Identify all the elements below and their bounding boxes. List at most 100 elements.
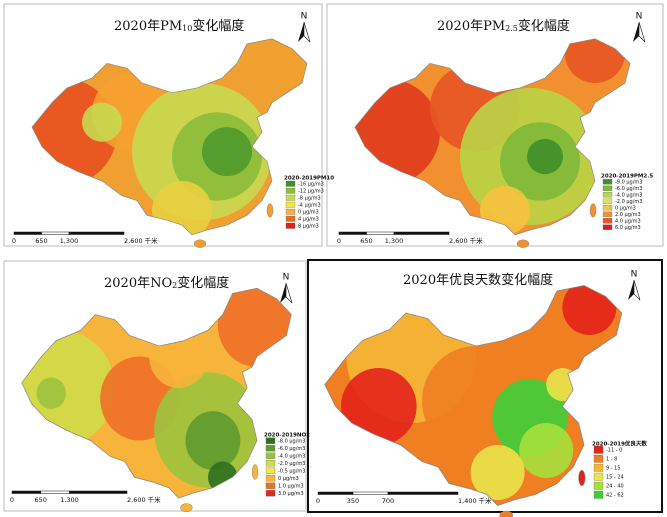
scale-label: 1,300 — [60, 237, 79, 245]
legend-swatch — [265, 437, 276, 444]
scale-label: 2,600 千米 — [127, 495, 161, 504]
legend-label: -4 μg/m3 — [298, 203, 321, 209]
title: 2020年NO2变化幅度 — [104, 275, 229, 291]
legend-label: 1.0 μg/m3 — [278, 484, 304, 490]
north-arrow — [280, 283, 286, 303]
title: 2020年优良天数变化幅度 — [403, 272, 553, 288]
legend-swatch — [265, 460, 276, 467]
scale-label: 1,400 千米 — [458, 496, 492, 505]
legend-swatch — [602, 179, 613, 185]
title-text: 2020年优良天数变化幅度 — [403, 272, 553, 288]
north-label: N — [631, 270, 638, 280]
hainan — [193, 239, 207, 248]
legend-swatch — [602, 185, 613, 191]
legend-swatch — [593, 481, 604, 490]
legend-swatch — [602, 211, 613, 217]
map — [31, 38, 308, 248]
scale-segment — [352, 491, 389, 495]
region — [202, 127, 252, 177]
region — [185, 411, 241, 470]
legend-label: 0 μg/m3 — [615, 206, 636, 212]
panel-frame — [307, 259, 663, 513]
legend-label: 4.0 μg/m3 — [615, 219, 641, 225]
scale-segment — [69, 490, 128, 494]
legend-swatch — [285, 222, 296, 229]
region — [480, 185, 530, 235]
region — [470, 445, 525, 500]
map — [324, 284, 623, 517]
north-arrow — [285, 282, 293, 304]
north-label: N — [636, 12, 643, 22]
region — [341, 368, 417, 445]
title: 2020年PM2.5变化幅度 — [437, 18, 570, 34]
scale-segment — [68, 231, 125, 235]
map-fill — [32, 38, 307, 235]
legend-label: 1 - 8 — [606, 457, 617, 463]
taiwan — [266, 203, 274, 218]
legend-swatch — [265, 475, 276, 482]
taiwan — [578, 470, 586, 486]
scale-label: 0 — [316, 497, 320, 505]
legend-swatch — [265, 490, 276, 497]
legend-label: 24 - 40 — [606, 484, 624, 490]
north-arrow — [633, 279, 641, 301]
legend-label: -0.5 μg/m3 — [278, 469, 305, 475]
title-text: 变化幅度 — [518, 18, 570, 34]
legend-label: -11 - 0 — [606, 448, 622, 454]
scale-label: 650 — [360, 237, 372, 245]
legend-swatch — [593, 454, 604, 463]
region — [527, 138, 563, 175]
legend-swatch — [602, 218, 613, 224]
legend-swatch — [285, 215, 296, 222]
title-sub: 2 — [172, 281, 177, 290]
title-text: 2020年NO — [104, 276, 172, 291]
legend-label: -2.0 μg/m3 — [278, 461, 305, 467]
legend-label: 3.0 μg/m3 — [278, 491, 304, 497]
title-sub: 10 — [182, 24, 192, 33]
panel-frame — [3, 260, 307, 512]
scale-segment — [393, 231, 450, 235]
legend-title: 2020-2019PM10 — [284, 176, 334, 182]
legend-label: 8 μg/m3 — [298, 224, 319, 230]
panel-frame — [3, 3, 323, 247]
scale-label: 1,300 — [385, 237, 404, 245]
panel: 2020年PM10变化幅度 N 0 650 1,300 2,600 千米 2020-2019… — [12, 12, 334, 248]
legend-label: -8 μg/m3 — [298, 196, 321, 202]
north-arrow — [298, 22, 304, 42]
title-text: 2020年PM — [114, 19, 182, 34]
legend-swatch — [593, 472, 604, 481]
north-arrow — [628, 280, 634, 300]
legend-title: 2020-2019优良天数 — [592, 440, 647, 448]
legend-swatch — [593, 463, 604, 472]
panel: 2020年PM2.5变化幅度 N 0 650 1,300 2,600 千米 2020-201… — [337, 12, 653, 248]
scale-label: 350 — [347, 497, 359, 505]
legend-swatch — [265, 445, 276, 452]
legend-swatch — [265, 482, 276, 489]
title-text: 变化幅度 — [177, 275, 229, 291]
scale-segment — [41, 231, 70, 235]
scale-segment — [387, 491, 459, 495]
map-fill — [355, 38, 630, 235]
scale-label: 700 — [382, 497, 394, 505]
legend-label: 0 μg/m3 — [278, 476, 299, 482]
scale-label: 0 — [337, 237, 341, 245]
legend-swatch — [593, 490, 604, 499]
panel-frame — [326, 3, 664, 247]
legend-label: 6.0 μg/m3 — [615, 225, 641, 231]
north-arrow — [633, 22, 639, 42]
hainan — [180, 503, 193, 513]
region — [546, 368, 579, 401]
scale-label: 650 — [35, 496, 47, 504]
legend-title: 2020-2019NO2 — [264, 433, 310, 439]
hainan — [516, 239, 530, 248]
map — [354, 38, 631, 248]
taiwan — [589, 203, 597, 218]
legend-label: 42 - 62 — [606, 493, 624, 499]
region — [355, 78, 440, 186]
region — [149, 325, 208, 388]
legend-swatch — [285, 194, 296, 201]
map — [21, 287, 292, 513]
taiwan — [251, 464, 259, 480]
legend-label: 2.0 μg/m3 — [615, 212, 641, 218]
